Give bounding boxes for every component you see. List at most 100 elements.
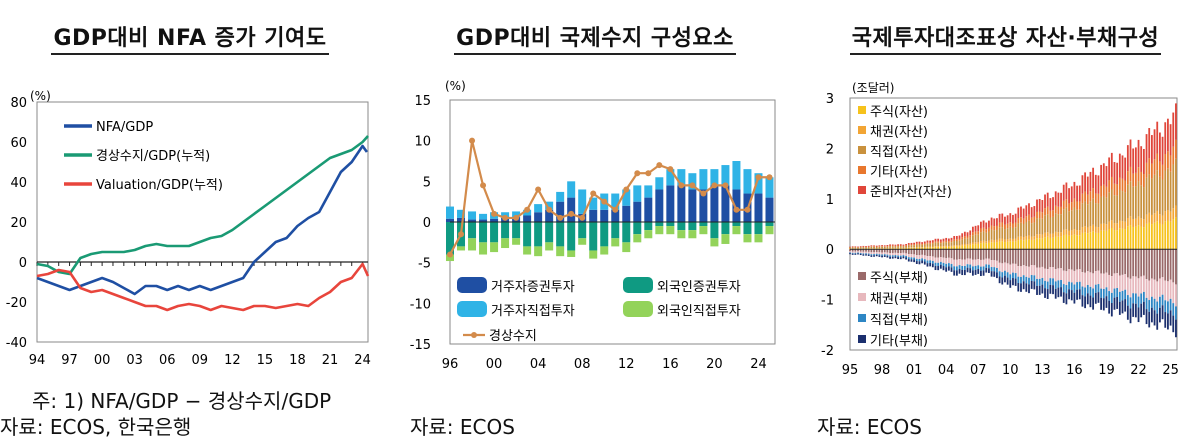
asset-bar-segment [1126, 145, 1129, 172]
liability-bar-segment [905, 255, 908, 258]
bar-segment [699, 189, 708, 222]
asset-bar-segment [988, 240, 990, 243]
asset-bar-segment [862, 247, 865, 249]
asset-bar-segment [862, 245, 865, 247]
bar-segment [578, 238, 587, 245]
liability-bar-segment [958, 259, 961, 266]
bar-segment [666, 169, 675, 186]
asset-bar-segment [894, 245, 897, 247]
liability-bar-segment [1060, 268, 1062, 281]
asset-bar-segment [889, 246, 891, 248]
asset-bar-segment [998, 213, 1001, 223]
legend-label: 기타(자산) [870, 165, 928, 180]
asset-bar-segment [1156, 153, 1159, 171]
bar-segment [490, 218, 499, 222]
asset-bar-segment [937, 238, 940, 242]
asset-bar-segment [1022, 224, 1025, 238]
asset-bar-segment [899, 246, 902, 248]
liability-bar-segment [1126, 295, 1129, 306]
asset-bar-segment [988, 231, 990, 241]
x-tick-label: 98 [874, 363, 891, 378]
liability-bar-segment [982, 259, 985, 267]
liability-bar-segment [1150, 249, 1153, 279]
liability-bar-segment [886, 249, 889, 253]
asset-bar-segment [1044, 215, 1046, 233]
liability-bar-segment [996, 267, 998, 273]
liability-bar-segment [881, 254, 883, 256]
asset-bar-segment [1036, 218, 1038, 235]
asset-bar-segment [1020, 239, 1022, 250]
liability-bar-segment [1028, 277, 1030, 285]
liability-bar-segment [993, 260, 996, 268]
asset-bar-segment [1068, 230, 1070, 236]
asset-bar-segment [1020, 206, 1022, 218]
asset-bar-segment [980, 228, 982, 233]
asset-bar-segment [1097, 193, 1100, 204]
x-tick-label: 04 [938, 363, 955, 378]
asset-bar-segment [886, 245, 889, 247]
bar-segment [512, 238, 521, 245]
liability-bar-segment [891, 255, 894, 257]
bar-segment [501, 238, 510, 249]
liability-bar-segment [1094, 271, 1097, 285]
asset-bar-segment [1068, 188, 1070, 204]
asset-bar-segment [1049, 217, 1052, 234]
liability-bar-segment [1009, 274, 1012, 281]
asset-bar-segment [878, 245, 881, 247]
bar-segment [611, 238, 620, 247]
liability-bar-segment [1070, 282, 1073, 291]
bar-segment [633, 201, 642, 222]
bar-segment [490, 242, 499, 253]
asset-bar-segment [971, 244, 974, 250]
asset-bar-segment [905, 245, 908, 248]
series-point [755, 174, 762, 181]
liability-bar-segment [1100, 273, 1103, 289]
asset-bar-segment [939, 247, 942, 250]
liability-bar-segment [1086, 284, 1089, 294]
asset-bar-segment [1001, 222, 1004, 228]
liability-bar-segment [1065, 285, 1068, 294]
liability-bar-segment [1092, 273, 1095, 289]
liability-bar-segment [1044, 268, 1046, 281]
liability-bar-segment [870, 255, 873, 257]
asset-bar-segment [1025, 216, 1028, 222]
liability-bar-segment [918, 261, 921, 265]
asset-bar-segment [1068, 203, 1070, 212]
liability-bar-segment [881, 255, 883, 258]
asset-bar-segment [1124, 157, 1127, 181]
asset-bar-segment [1084, 172, 1086, 192]
asset-bar-segment [894, 244, 897, 246]
asset-bar-segment [1001, 227, 1004, 239]
series-point [579, 214, 586, 221]
asset-bar-segment [1022, 237, 1025, 241]
liability-bar-segment [905, 253, 908, 256]
asset-bar-segment [1041, 234, 1044, 239]
asset-bar-segment [1137, 181, 1140, 217]
liability-bar-segment [993, 271, 996, 277]
asset-bar-segment [1060, 236, 1062, 250]
asset-bar-segment [1004, 224, 1006, 230]
liability-bar-segment [1134, 303, 1137, 318]
liability-bar-segment [953, 270, 956, 276]
asset-bar-segment [934, 238, 937, 242]
liability-bar-segment [1132, 276, 1135, 294]
liability-bar-segment [985, 258, 988, 265]
asset-bar-segment [1105, 197, 1108, 225]
asset-bar-segment [1025, 205, 1028, 217]
bar-segment [611, 193, 620, 210]
bar-segment [468, 222, 477, 239]
liability-bar-segment [1105, 296, 1108, 308]
asset-bar-segment [851, 247, 854, 249]
asset-bar-segment [1172, 146, 1175, 165]
x-tick-label: 15 [257, 353, 274, 368]
plot-frame [849, 97, 1178, 351]
liability-bar-segment [1038, 285, 1041, 295]
liability-bar-segment [902, 249, 905, 253]
liability-bar-segment [1049, 249, 1052, 268]
asset-bar-segment [1012, 238, 1014, 242]
liability-bar-segment [1062, 292, 1065, 303]
liability-bar-segment [1060, 280, 1062, 288]
asset-bar-segment [1102, 223, 1105, 231]
liability-bar-segment [945, 263, 948, 268]
asset-bar-segment [996, 229, 998, 240]
